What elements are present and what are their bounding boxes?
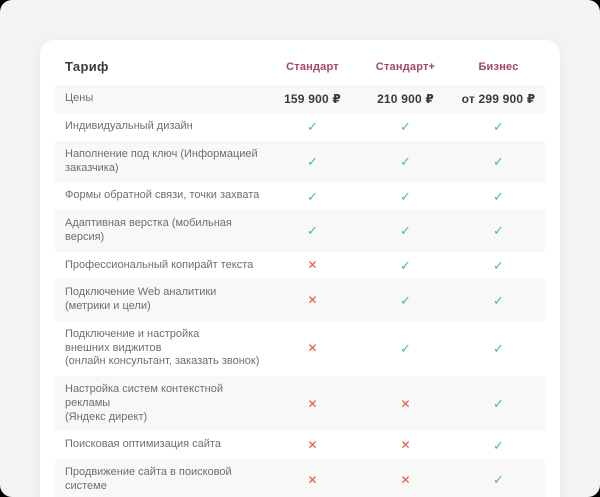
- plan-header-standart: Стандарт: [286, 60, 339, 73]
- check-icon: ✓: [493, 292, 504, 308]
- feature-row: Продвижение сайта в поисковой системе ✕ ✕ ✓: [55, 459, 545, 497]
- feature-row: Подключение и настройка внешних виджитов…: [55, 321, 545, 376]
- availability-cell: ✓: [266, 120, 359, 133]
- availability-cell: ✓: [359, 259, 452, 272]
- price-row-label: Цены: [65, 92, 94, 105]
- feature-row: Подключение Web аналитики (метрики и цел…: [55, 279, 545, 321]
- feature-name: Индивидуальный дизайн: [65, 120, 193, 132]
- feature-name: Продвижение сайта в поисковой системе: [65, 466, 232, 492]
- cross-icon: ✕: [307, 258, 318, 273]
- feature-name: Наполнение под ключ (Информацией заказчи…: [65, 147, 258, 174]
- pricing-table-card: Тариф Стандарт Стандарт+ Бизнес Цены 159 …: [40, 40, 560, 497]
- check-icon: ✓: [493, 396, 504, 412]
- check-icon: ✓: [400, 223, 411, 239]
- availability-cell: ✓: [452, 342, 545, 355]
- availability-cell: ✓: [452, 155, 545, 168]
- feature-row: Формы обратной связи, точки захвата ✓ ✓ ✓: [55, 182, 545, 210]
- check-icon: ✓: [400, 154, 411, 169]
- price-value: 210 900 ₽: [377, 92, 434, 106]
- feature-name: Подключение и настройка внешних виджитов…: [65, 327, 260, 368]
- check-icon: ✓: [307, 154, 318, 169]
- feature-row: Настройка систем контекстной рекламы (Ян…: [55, 376, 545, 432]
- plan-header-standart-plus: Стандарт+: [375, 60, 436, 73]
- feature-name: Поисковая оптимизация сайта: [65, 438, 221, 451]
- feature-name: Настройка систем контекстной рекламы (Ян…: [65, 383, 223, 423]
- cross-icon: ✕: [307, 396, 318, 411]
- feature-row: Наполнение под ключ (Информацией заказчи…: [55, 140, 545, 183]
- availability-cell: ✓: [266, 190, 359, 203]
- check-icon: ✓: [400, 119, 411, 135]
- availability-cell: ✕: [266, 474, 359, 486]
- availability-cell: ✓: [452, 259, 545, 272]
- check-icon: ✓: [493, 472, 504, 488]
- cross-icon: ✕: [307, 472, 318, 487]
- cross-icon: ✕: [400, 396, 411, 411]
- price-value: 159 900 ₽: [284, 92, 341, 106]
- feature-row: Индивидуальный дизайн ✓ ✓ ✓: [55, 113, 545, 141]
- check-icon: ✓: [307, 119, 318, 135]
- feature-row: Поисковая оптимизация сайта ✕ ✕ ✓: [55, 431, 545, 459]
- availability-cell: ✓: [452, 473, 545, 486]
- availability-cell: ✕: [359, 474, 452, 486]
- check-icon: ✓: [307, 223, 318, 239]
- check-icon: ✓: [400, 257, 411, 273]
- check-icon: ✓: [493, 340, 504, 356]
- cross-icon: ✕: [307, 341, 318, 356]
- availability-cell: ✓: [359, 120, 452, 133]
- availability-cell: ✓: [452, 439, 545, 452]
- availability-cell: ✓: [359, 224, 452, 237]
- check-icon: ✓: [493, 119, 504, 135]
- availability-cell: ✕: [359, 439, 452, 451]
- price-row: Цены 159 900 ₽ 210 900 ₽ от 299 900 ₽: [55, 85, 545, 113]
- check-icon: ✓: [400, 188, 411, 204]
- cross-icon: ✕: [307, 293, 318, 307]
- availability-cell: ✓: [359, 342, 452, 355]
- table-header-row: Тариф Стандарт Стандарт+ Бизнес: [55, 52, 545, 85]
- table-title: Тариф: [65, 59, 109, 74]
- availability-cell: ✓: [359, 155, 452, 168]
- feature-name: Профессиональный копирайт текста: [65, 258, 254, 271]
- check-icon: ✓: [400, 340, 411, 356]
- availability-cell: ✕: [266, 398, 359, 410]
- feature-name: Формы обратной связи, точки захвата: [65, 189, 260, 202]
- availability-cell: ✓: [452, 294, 545, 307]
- availability-cell: ✓: [359, 190, 452, 203]
- check-icon: ✓: [493, 257, 504, 273]
- check-icon: ✓: [493, 154, 504, 169]
- availability-cell: ✓: [452, 397, 545, 410]
- feature-row: Профессиональный копирайт текста ✕ ✓ ✓: [55, 252, 545, 280]
- availability-cell: ✕: [266, 294, 359, 306]
- availability-cell: ✓: [452, 190, 545, 203]
- availability-cell: ✕: [266, 259, 359, 271]
- plan-header-biznes: Бизнес: [478, 60, 519, 73]
- cross-icon: ✕: [400, 472, 411, 487]
- availability-cell: ✓: [452, 224, 545, 237]
- feature-name: Адаптивная верстка (мобильная версия): [65, 217, 232, 243]
- check-icon: ✓: [493, 188, 504, 204]
- check-icon: ✓: [307, 188, 318, 204]
- feature-row: Адаптивная верстка (мобильная версия) ✓ ✓ ✓: [55, 210, 545, 252]
- table-body: Цены 159 900 ₽ 210 900 ₽ от 299 900 ₽ Индиви…: [55, 85, 545, 497]
- check-icon: ✓: [493, 437, 504, 453]
- check-icon: ✓: [493, 223, 504, 239]
- availability-cell: ✓: [266, 224, 359, 237]
- availability-cell: ✕: [266, 439, 359, 451]
- availability-cell: ✓: [266, 155, 359, 168]
- cross-icon: ✕: [307, 438, 318, 453]
- price-value: от 299 900 ₽: [461, 92, 536, 106]
- check-icon: ✓: [400, 292, 411, 308]
- availability-cell: ✓: [359, 294, 452, 307]
- availability-cell: ✕: [359, 398, 452, 410]
- cross-icon: ✕: [400, 438, 411, 453]
- availability-cell: ✕: [266, 342, 359, 354]
- feature-name: Подключение Web аналитики (метрики и цел…: [65, 286, 217, 312]
- availability-cell: ✓: [452, 120, 545, 133]
